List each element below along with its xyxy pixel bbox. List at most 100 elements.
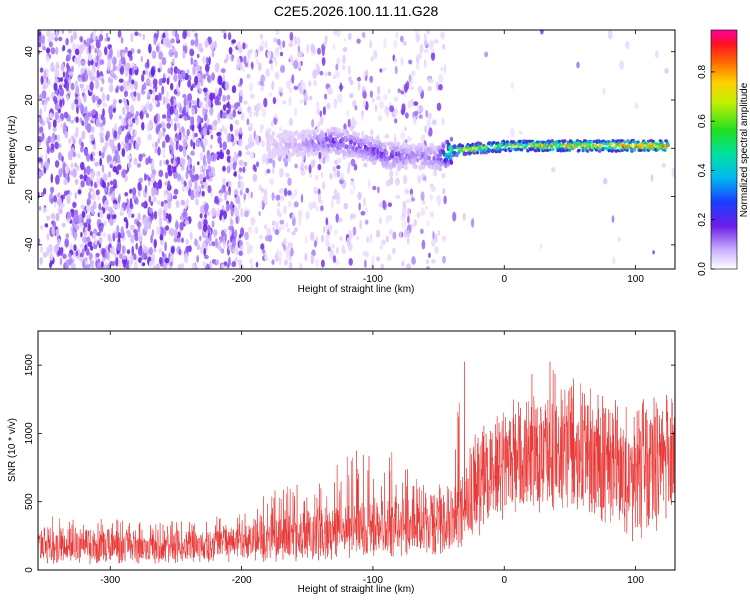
- noise-speck: [144, 184, 148, 193]
- noise-speck: [471, 218, 475, 228]
- noise-speck: [255, 261, 259, 268]
- signal-speck: [590, 148, 594, 152]
- y-tick-label: -20: [24, 189, 35, 204]
- noise-speck: [399, 231, 402, 238]
- signal-speck: [356, 138, 361, 144]
- noise-speck: [169, 254, 174, 265]
- noise-speck: [411, 70, 416, 77]
- noise-speck: [279, 87, 284, 93]
- noise-speck: [176, 122, 181, 129]
- noise-speck: [98, 236, 103, 244]
- noise-speck: [404, 83, 408, 93]
- noise-speck: [185, 238, 189, 245]
- noise-speck: [198, 174, 203, 180]
- noise-speck: [259, 105, 264, 111]
- signal-speck: [663, 148, 667, 152]
- noise-speck: [170, 97, 174, 106]
- noise-speck: [272, 97, 277, 105]
- noise-speck: [99, 209, 104, 219]
- noise-speck: [318, 151, 322, 160]
- noise-speck: [282, 40, 286, 48]
- noise-speck: [664, 68, 669, 74]
- noise-speck: [294, 163, 298, 169]
- noise-speck: [217, 113, 221, 121]
- noise-speck: [211, 50, 215, 58]
- noise-speck: [55, 61, 59, 70]
- noise-speck: [86, 236, 91, 243]
- noise-speck: [379, 244, 384, 250]
- noise-speck: [255, 134, 259, 145]
- noise-speck: [210, 42, 215, 52]
- signal-speck: [655, 142, 659, 146]
- noise-speck: [274, 229, 280, 235]
- noise-speck: [145, 112, 149, 118]
- noise-speck: [286, 250, 291, 260]
- noise-speck: [216, 208, 221, 217]
- noise-speck: [142, 70, 146, 75]
- noise-speck: [136, 92, 141, 102]
- noise-speck: [202, 107, 206, 117]
- noise-speck: [423, 59, 427, 69]
- noise-speck: [249, 48, 253, 54]
- noise-speck: [378, 217, 383, 225]
- noise-speck: [140, 90, 146, 95]
- colorbar-tick-label: 0.6: [697, 114, 708, 128]
- noise-speck: [433, 170, 437, 177]
- noise-speck: [63, 178, 68, 186]
- noise-speck: [127, 126, 133, 132]
- noise-speck: [374, 104, 378, 112]
- noise-speck: [170, 261, 173, 267]
- signal-speck: [625, 148, 629, 152]
- noise-speck: [168, 169, 173, 177]
- noise-speck: [80, 87, 86, 93]
- signal-speck: [643, 141, 647, 145]
- noise-speck: [102, 232, 107, 238]
- noise-speck: [413, 219, 417, 227]
- noise-speck: [71, 146, 75, 152]
- spectrogram-x-label: Height of straight line (km): [298, 284, 415, 295]
- noise-speck: [173, 160, 177, 167]
- noise-speck: [112, 233, 116, 242]
- noise-speck: [210, 134, 214, 140]
- noise-speck: [341, 244, 345, 253]
- noise-speck: [92, 94, 96, 104]
- noise-speck: [317, 121, 321, 128]
- noise-speck: [39, 93, 43, 101]
- noise-speck: [106, 251, 110, 262]
- noise-speck: [41, 171, 44, 177]
- noise-speck: [283, 238, 287, 246]
- noise-speck: [342, 47, 348, 52]
- noise-speck: [287, 157, 291, 162]
- noise-speck: [219, 209, 224, 217]
- noise-speck: [116, 50, 121, 59]
- noise-speck: [118, 126, 122, 136]
- noise-speck: [195, 64, 200, 71]
- noise-speck: [104, 141, 109, 149]
- snr-x-label: Height of straight line (km): [298, 584, 415, 595]
- noise-speck: [220, 68, 226, 74]
- noise-speck: [321, 57, 326, 66]
- noise-speck: [107, 181, 110, 188]
- noise-speck: [100, 126, 104, 132]
- noise-speck: [131, 62, 135, 67]
- noise-speck: [246, 245, 251, 255]
- noise-speck: [400, 131, 406, 140]
- signal-speck: [565, 148, 569, 152]
- noise-speck: [436, 81, 439, 92]
- noise-speck: [185, 135, 189, 140]
- noise-speck: [426, 259, 429, 265]
- noise-speck: [139, 112, 142, 117]
- noise-speck: [179, 221, 184, 231]
- signal-speck: [307, 152, 311, 158]
- noise-speck: [204, 202, 209, 212]
- noise-speck: [186, 129, 190, 137]
- noise-speck: [166, 122, 171, 129]
- noise-speck: [181, 237, 184, 243]
- noise-speck: [260, 86, 264, 92]
- noise-speck: [177, 263, 182, 269]
- noise-speck: [158, 78, 163, 86]
- noise-speck: [276, 248, 280, 256]
- noise-speck: [116, 241, 122, 251]
- noise-speck: [121, 147, 126, 157]
- snr-x-axis: -300 -200 -100 0 100: [100, 331, 644, 586]
